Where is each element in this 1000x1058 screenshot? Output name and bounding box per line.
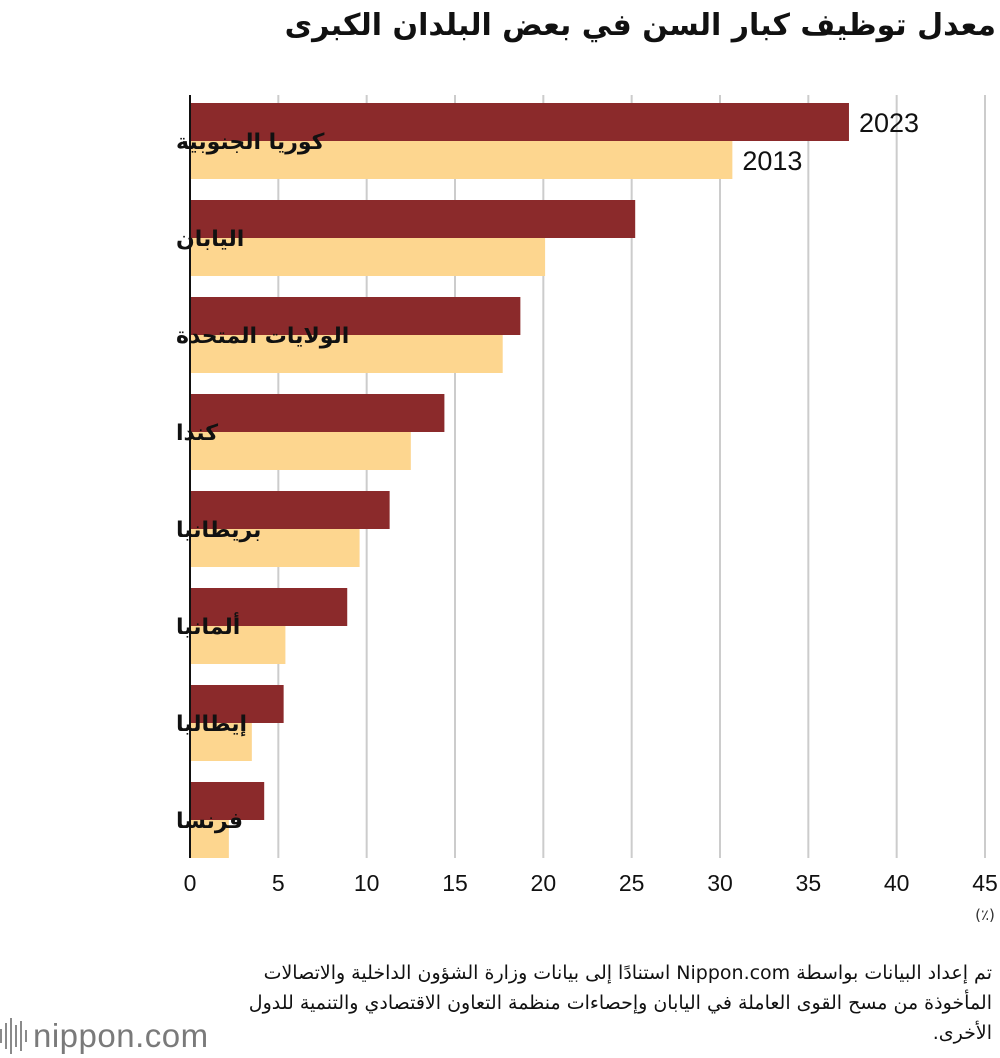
source-note: تم إعداد البيانات بواسطة Nippon.com استن… <box>248 962 992 1044</box>
bar-2013 <box>190 626 286 664</box>
series-label-2013: 2013 <box>742 146 802 176</box>
x-tick-label: 5 <box>272 870 285 896</box>
category-label: بريطانيا <box>176 518 261 543</box>
bar-2023 <box>190 491 390 529</box>
x-tick-label: 10 <box>354 870 380 896</box>
x-tick-label: 35 <box>796 870 822 896</box>
bar-2023 <box>190 394 445 432</box>
category-label: فرنسا <box>176 809 243 834</box>
nippon-logo: nippon.com <box>0 1016 209 1056</box>
category-label: إيطاليا <box>176 712 247 737</box>
x-tick-label: 0 <box>184 870 197 896</box>
bar-2013 <box>190 238 546 276</box>
series-label-2023: 2023 <box>859 108 919 138</box>
bar-2013 <box>190 820 229 858</box>
logo-text: nippon.com <box>33 1017 209 1054</box>
nippon-waveform-icon <box>0 1016 27 1056</box>
bar-2023 <box>190 103 849 141</box>
bar-2023 <box>190 200 636 238</box>
x-tick-label: 15 <box>442 870 468 896</box>
bar-2023 <box>190 588 348 626</box>
unit-label: (٪) <box>975 906 995 924</box>
bar-2013 <box>190 432 411 470</box>
bar-2013 <box>190 141 733 179</box>
bars <box>190 103 849 858</box>
category-label: اليابان <box>176 227 244 252</box>
bar-2023 <box>190 782 265 820</box>
category-label: الولايات المتحدة <box>176 324 349 349</box>
x-tick-label: 20 <box>531 870 557 896</box>
bar-2013 <box>190 335 503 373</box>
bar-2013 <box>190 723 252 761</box>
x-tick-label: 40 <box>884 870 910 896</box>
bar-2023 <box>190 297 521 335</box>
bar-chart: 0 5 10 15 20 25 30 35 40 45 (٪) 2023 2013 كوريا الجنو… <box>176 95 998 924</box>
category-label: ألمانيا <box>176 611 240 640</box>
bar-2013 <box>190 529 360 567</box>
category-label: كندا <box>176 421 218 446</box>
chart-title: معدل توظيف كبار السن في بعض البلدان الكب… <box>284 8 996 43</box>
x-tick-label: 45 <box>972 870 998 896</box>
category-label: كوريا الجنوبية <box>176 130 325 155</box>
x-tick-label: 25 <box>619 870 645 896</box>
x-tick-label: 30 <box>707 870 733 896</box>
bar-2023 <box>190 685 284 723</box>
labels: 0 5 10 15 20 25 30 35 40 45 (٪) 2023 2013 كوريا الجنو… <box>176 108 998 924</box>
